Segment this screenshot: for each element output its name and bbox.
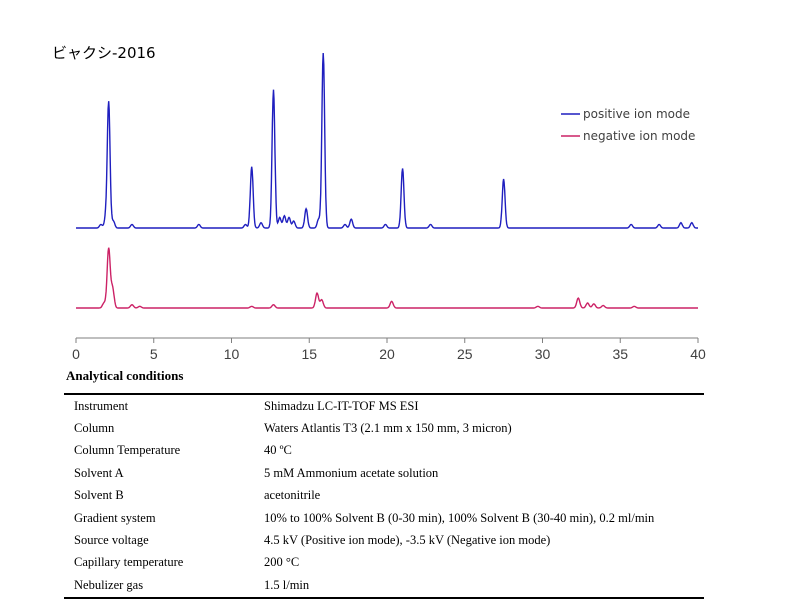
conditions-row: Source voltage 4.5 kV (Positive ion mode)… bbox=[64, 529, 704, 551]
x-tick-label: 15 bbox=[301, 346, 317, 362]
condition-label: Solvent B bbox=[74, 488, 124, 503]
conditions-row: Column Temperature 40 ºC bbox=[64, 440, 704, 462]
condition-value: 1.5 l/min bbox=[264, 577, 310, 592]
x-axis: 0 5 10 15 20 25 30 35 40 bbox=[72, 337, 706, 362]
condition-label: Gradient system bbox=[74, 510, 156, 525]
condition-label: Column bbox=[74, 421, 115, 436]
chromatogram: 0 5 10 15 20 25 30 35 40 positive ion mode negati… bbox=[72, 52, 706, 362]
legend-label: negative ion mode bbox=[583, 129, 695, 143]
conditions-row: Solvent A 5 mM Ammonium acetate solution bbox=[64, 462, 704, 484]
condition-value: 10% to 100% Solvent B (0-30 min), 100% S… bbox=[264, 510, 655, 525]
conditions-row: Capillary temperature 200 °C bbox=[64, 552, 704, 574]
condition-label: Source voltage bbox=[74, 533, 149, 548]
condition-value: 200 °C bbox=[264, 555, 300, 570]
condition-value: 4.5 kV (Positive ion mode), -3.5 kV (Neg… bbox=[264, 533, 551, 548]
x-tick-label: 35 bbox=[612, 346, 628, 362]
chromatogram-traces bbox=[76, 52, 698, 309]
x-tick-label: 30 bbox=[535, 346, 551, 362]
conditions-row: Solvent B acetonitrile bbox=[64, 485, 704, 507]
condition-value: 40 ºC bbox=[264, 443, 292, 458]
condition-value: acetonitrile bbox=[264, 488, 321, 503]
conditions-row: Gradient system 10% to 100% Solvent B (0-… bbox=[64, 507, 704, 529]
conditions-row: Nebulizer gas 1.5 l/min bbox=[64, 574, 704, 597]
chart-title: ビャクシ-2016 bbox=[52, 44, 156, 62]
chart-legend: positive ion mode negative ion mode bbox=[561, 107, 695, 143]
x-tick-label: 0 bbox=[72, 346, 80, 362]
condition-label: Nebulizer gas bbox=[74, 577, 144, 592]
x-tick-label: 25 bbox=[457, 346, 473, 362]
condition-value: Shimadzu LC-IT-TOF MS ESI bbox=[264, 398, 419, 413]
x-tick-label: 10 bbox=[224, 346, 240, 362]
condition-value: 5 mM Ammonium acetate solution bbox=[264, 465, 439, 480]
legend-label: positive ion mode bbox=[583, 107, 690, 121]
x-tick-label: 5 bbox=[150, 346, 158, 362]
series-line-negative bbox=[76, 247, 698, 309]
conditions-row: Instrument Shimadzu LC-IT-TOF MS ESI bbox=[64, 394, 704, 417]
condition-label: Capillary temperature bbox=[74, 555, 184, 570]
conditions-heading: Analytical conditions bbox=[66, 368, 184, 383]
condition-value: Waters Atlantis T3 (2.1 mm x 150 mm, 3 m… bbox=[264, 421, 512, 436]
series-line-positive bbox=[76, 52, 698, 229]
condition-label: Column Temperature bbox=[74, 443, 181, 458]
condition-label: Instrument bbox=[74, 398, 129, 413]
condition-label: Solvent A bbox=[74, 465, 124, 480]
x-tick-label: 20 bbox=[379, 346, 395, 362]
conditions-row: Column Waters Atlantis T3 (2.1 mm x 150 m… bbox=[64, 417, 704, 439]
x-tick-label: 40 bbox=[690, 346, 706, 362]
conditions-table: Instrument Shimadzu LC-IT-TOF MS ESI Colum… bbox=[64, 393, 704, 599]
